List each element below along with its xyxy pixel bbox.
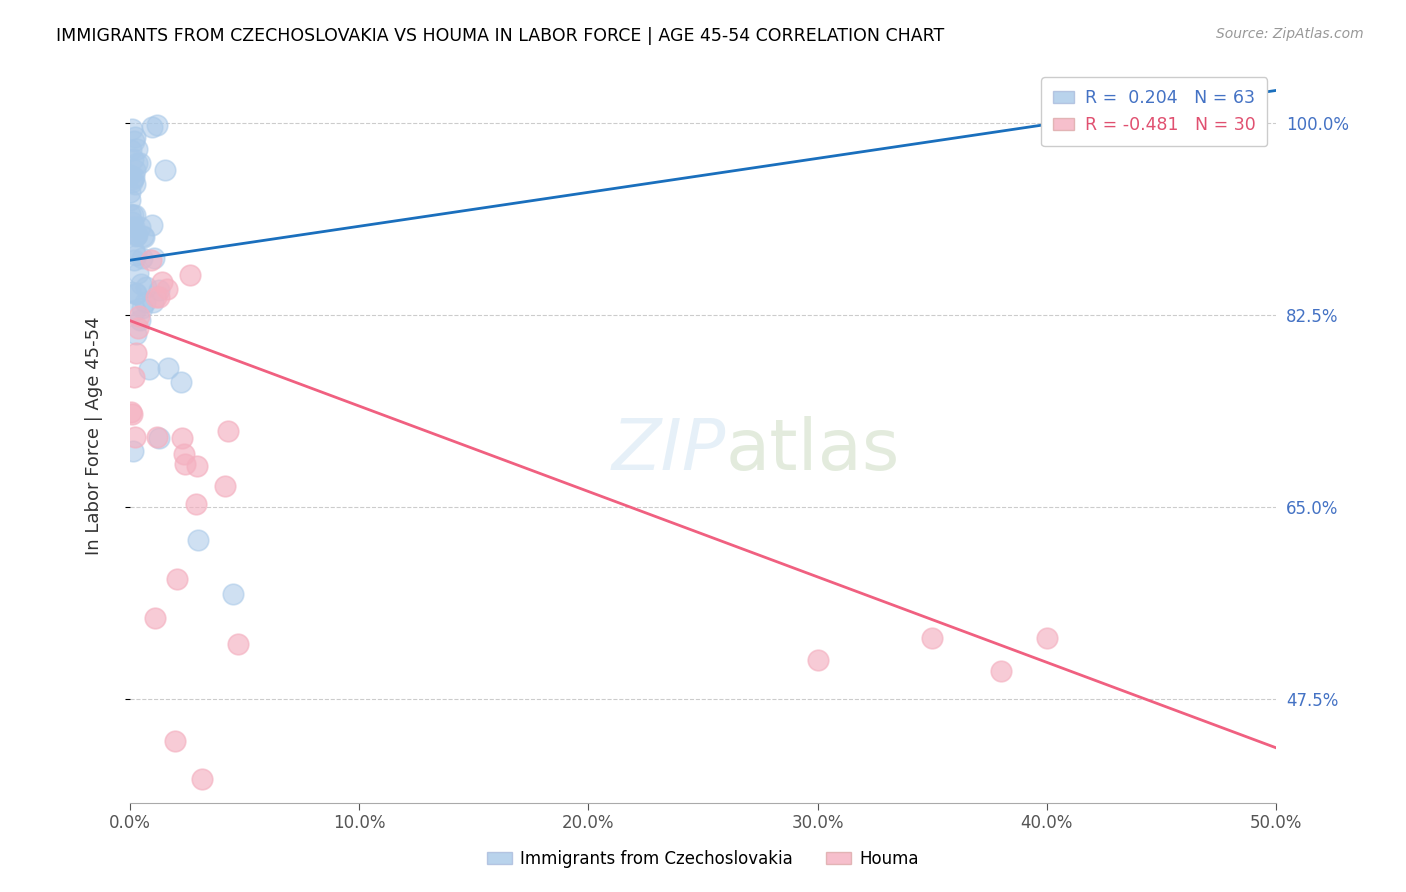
Point <box>121 407 143 421</box>
Point <box>187 533 209 547</box>
Point <box>124 129 146 144</box>
Point <box>141 218 163 232</box>
Point <box>122 169 145 184</box>
Point <box>120 285 142 299</box>
Point <box>127 321 149 335</box>
Point <box>121 208 143 222</box>
Point <box>143 251 166 265</box>
Point <box>124 302 146 317</box>
Point <box>173 447 195 461</box>
Point <box>214 479 236 493</box>
Point <box>121 122 143 136</box>
Point <box>124 430 146 444</box>
Point <box>122 244 145 258</box>
Point <box>122 222 145 236</box>
Point <box>141 120 163 134</box>
Point <box>121 175 143 189</box>
Point <box>179 268 201 282</box>
Point <box>184 497 207 511</box>
Text: ZIP: ZIP <box>612 416 725 484</box>
Point <box>125 227 148 242</box>
Legend: Immigrants from Czechoslovakia, Houma: Immigrants from Czechoslovakia, Houma <box>481 844 925 875</box>
Point <box>191 772 214 786</box>
Legend: R =  0.204   N = 63, R = -0.481   N = 30: R = 0.204 N = 63, R = -0.481 N = 30 <box>1040 78 1267 146</box>
Point <box>127 156 149 170</box>
Point <box>145 430 167 444</box>
Point <box>121 172 143 186</box>
Point <box>148 283 170 297</box>
Point <box>120 194 142 208</box>
Point <box>124 177 146 191</box>
Point <box>128 310 150 324</box>
Point <box>132 229 155 244</box>
Point <box>131 277 153 291</box>
Point <box>122 220 145 235</box>
Point <box>120 405 142 419</box>
Point <box>146 118 169 132</box>
Text: Source: ZipAtlas.com: Source: ZipAtlas.com <box>1216 27 1364 41</box>
Point <box>134 294 156 309</box>
Point <box>156 360 179 375</box>
Point <box>153 163 176 178</box>
Point <box>186 459 208 474</box>
Point <box>1036 632 1059 646</box>
Point <box>156 282 179 296</box>
Point <box>217 424 239 438</box>
Point <box>124 248 146 262</box>
Point <box>121 152 143 166</box>
Point <box>120 185 142 199</box>
Point <box>990 664 1012 678</box>
Point <box>222 587 245 601</box>
Point <box>125 142 148 156</box>
Point <box>166 572 188 586</box>
Text: IMMIGRANTS FROM CZECHOSLOVAKIA VS HOUMA IN LABOR FORCE | AGE 45-54 CORRELATION C: IMMIGRANTS FROM CZECHOSLOVAKIA VS HOUMA … <box>56 27 945 45</box>
Point <box>121 215 143 229</box>
Point <box>139 253 162 268</box>
Point <box>172 431 194 445</box>
Y-axis label: In Labor Force | Age 45-54: In Labor Force | Age 45-54 <box>86 317 103 555</box>
Point <box>131 301 153 316</box>
Point <box>806 653 828 667</box>
Point <box>120 207 142 221</box>
Point <box>128 219 150 234</box>
Point <box>127 266 149 280</box>
Point <box>122 134 145 148</box>
Point <box>148 290 170 304</box>
Point <box>121 443 143 458</box>
Point <box>135 280 157 294</box>
Point <box>125 227 148 241</box>
Point <box>170 375 193 389</box>
Point <box>128 155 150 169</box>
Point <box>120 168 142 182</box>
Point <box>125 287 148 301</box>
Text: atlas: atlas <box>725 416 900 484</box>
Point <box>173 457 195 471</box>
Point <box>124 208 146 222</box>
Point <box>165 734 187 748</box>
Point <box>124 326 146 341</box>
Point <box>132 229 155 244</box>
Point <box>129 313 152 327</box>
Point <box>226 637 249 651</box>
Point <box>150 275 173 289</box>
Point <box>131 251 153 265</box>
Point <box>125 285 148 300</box>
Point <box>145 290 167 304</box>
Point <box>125 346 148 360</box>
Point <box>120 143 142 157</box>
Point <box>125 229 148 244</box>
Point <box>124 163 146 178</box>
Point <box>921 632 943 646</box>
Point <box>124 370 146 384</box>
Point <box>148 431 170 445</box>
Point <box>122 252 145 267</box>
Point <box>143 610 166 624</box>
Point <box>142 295 165 310</box>
Point <box>138 362 160 376</box>
